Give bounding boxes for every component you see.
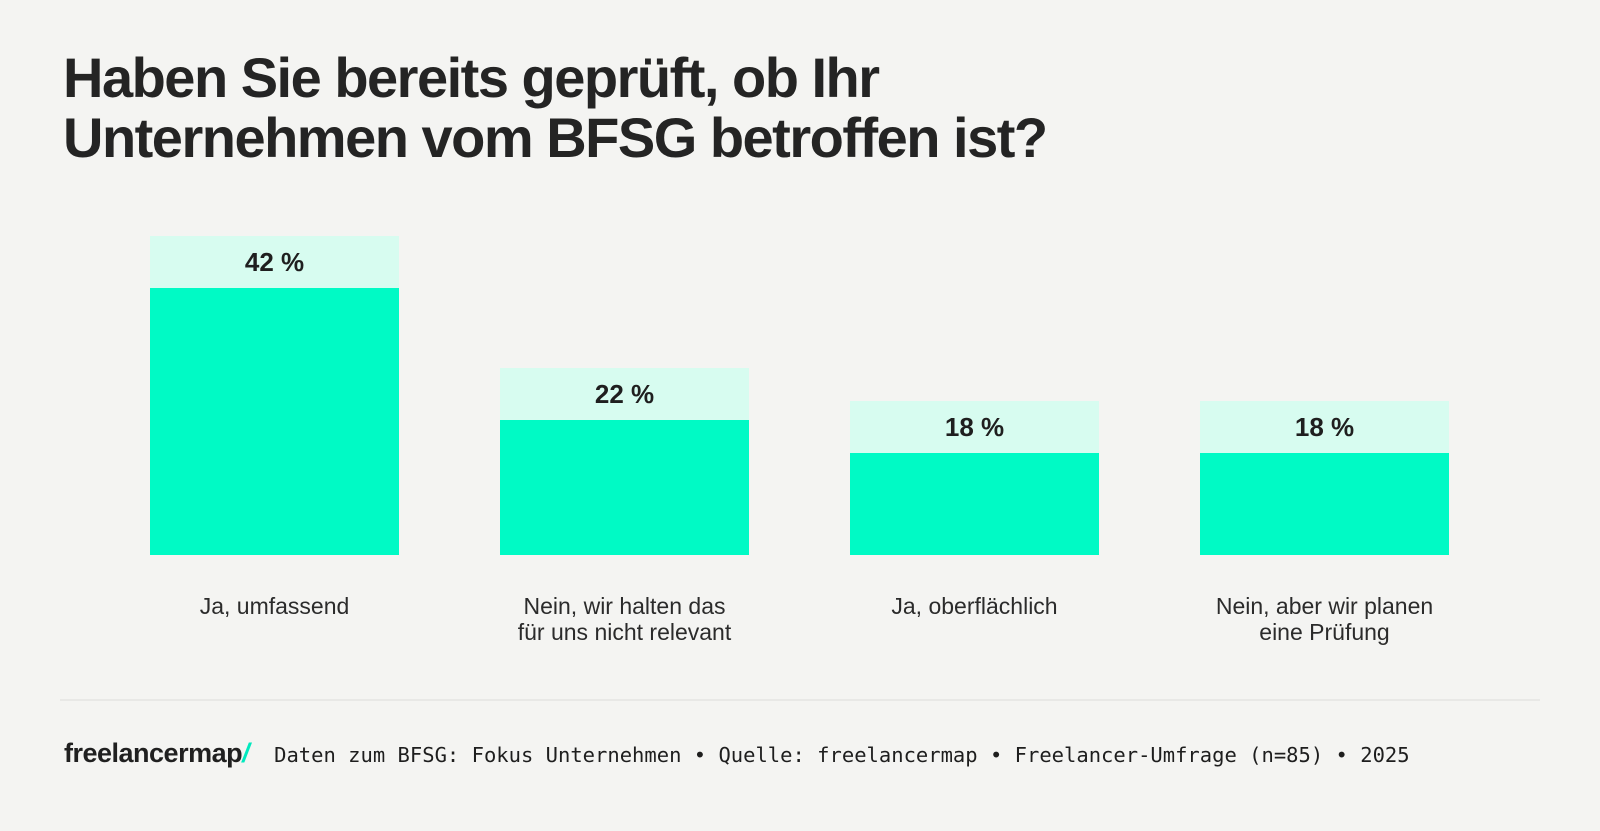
footer: freelancermap/ Daten zum BFSG: Fokus Unt… [64, 738, 1410, 769]
bar [1200, 453, 1449, 555]
bar-chart: 42 % 22 % 18 % 18 % [150, 236, 1449, 555]
footer-divider [60, 699, 1540, 701]
value-badge: 18 % [850, 401, 1099, 453]
page-title: Haben Sie bereits geprüft, ob Ihr Untern… [63, 46, 1048, 169]
category-labels: Ja, umfassend Nein, wir halten das für u… [150, 593, 1449, 645]
bar-label: Ja, oberflächlich [891, 593, 1058, 619]
bar [500, 420, 749, 555]
logo-text: freelancermap [64, 738, 243, 768]
value-badge: 42 % [150, 236, 399, 288]
bar [850, 453, 1099, 555]
bar-label: Ja, umfassend [199, 593, 350, 619]
bar-label: Nein, wir halten das für uns nicht relev… [517, 593, 732, 645]
bar-label: Nein, aber wir planen eine Prüfung [1215, 593, 1434, 645]
value-badge: 18 % [1200, 401, 1449, 453]
chart-column-2: 22 % [500, 368, 749, 555]
logo-slash-icon: / [242, 738, 250, 768]
chart-column-1: 42 % [150, 236, 399, 555]
chart-column-4: 18 % [1200, 401, 1449, 555]
chart-column-3: 18 % [850, 401, 1099, 555]
bar [150, 288, 399, 555]
source-text: Daten zum BFSG: Fokus Unternehmen • Quel… [274, 743, 1410, 767]
value-badge: 22 % [500, 368, 749, 420]
freelancermap-logo: freelancermap/ [64, 738, 250, 769]
